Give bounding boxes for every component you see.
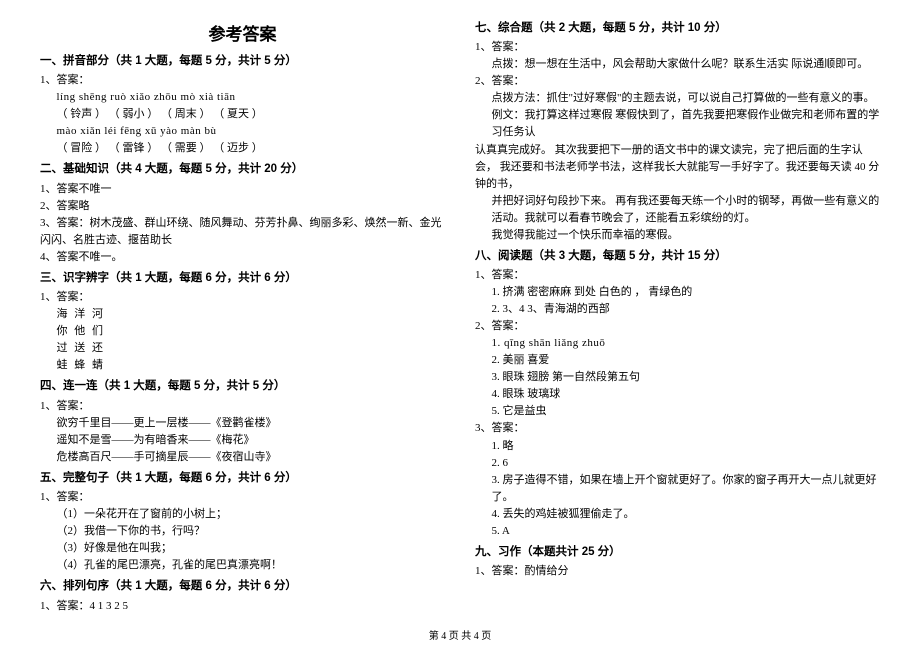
page-footer: 第 4 页 共 4 页 [0,627,920,642]
text-line: 3、答案：树木茂盛、群山环绕、随风舞动、芬芳扑鼻、绚丽多彩、焕然一新、金光闪闪、… [40,215,445,249]
section-head: 三、识字辨字（共 1 大题，每题 6 分，共计 6 分） [40,270,445,287]
section-head: 七、综合题（共 2 大题，每题 5 分，共计 10 分） [475,20,880,37]
section-head: 四、连一连（共 1 大题，每题 5 分，共计 5 分） [40,378,445,395]
section-head: 八、阅读题（共 3 大题，每题 5 分，共计 15 分） [475,248,880,265]
text-line: 1. qīng shān liǎng zhuō [475,335,880,352]
page-content: 参考答案 一、拼音部分（共 1 大题，每题 5 分，共计 5 分） 1、答案： … [0,0,920,650]
text-line: 2、答案略 [40,198,445,215]
section-5: 五、完整句子（共 1 大题，每题 6 分，共计 6 分） 1、答案： （1）一朵… [40,470,445,574]
text-line: 2. 美丽 喜爱 [475,352,880,369]
text-line: 1、答案不唯一 [40,181,445,198]
text-line: 点拨方法：抓住"过好寒假"的主题去说，可以说自己打算做的一些有意义的事。 [475,90,880,107]
text-line: 1. 略 [475,438,880,455]
section-head: 九、习作（本题共计 25 分） [475,544,880,561]
section-9: 九、习作（本题共计 25 分） 1、答案：酌情给分 [475,544,880,580]
text-line: 1. 挤满 密密麻麻 到处 白色的 ， 青绿色的 [475,284,880,301]
text-line: 3. 眼珠 翅膀 第一自然段第五句 [475,369,880,386]
text-line: 1、答案：酌情给分 [475,563,880,580]
section-1: 一、拼音部分（共 1 大题，每题 5 分，共计 5 分） 1、答案： líng … [40,53,445,157]
text-line: 我觉得我能过一个快乐而幸福的寒假。 [475,227,880,244]
text-line: 过 送 还 [40,340,445,357]
text-line: 1、答案： [40,72,445,89]
text-line: 危楼高百尺——手可摘星辰——《夜宿山寺》 [40,449,445,466]
text-line: 海 洋 河 [40,306,445,323]
text-line: （3）好像是他在叫我； [40,540,445,557]
text-line: 1、答案： [40,489,445,506]
section-head: 五、完整句子（共 1 大题，每题 6 分，共计 6 分） [40,470,445,487]
section-head: 一、拼音部分（共 1 大题，每题 5 分，共计 5 分） [40,53,445,70]
section-head: 二、基础知识（共 4 大题，每题 5 分，共计 20 分） [40,161,445,178]
text-line: 例文：我打算这样过寒假 寒假快到了，首先我要把寒假作业做完和老师布置的学习任务认 [475,107,880,141]
text-line: 3、答案： [475,420,880,437]
text-line: 认真真完成好。 其次我要把下一册的语文书中的课文读完，完了把后面的生字认会， 我… [475,142,880,193]
text-line: （ 冒险 ） （ 雷锋 ） （ 需要 ） （ 迈步 ） [40,140,445,157]
text-line: 2、答案： [475,73,880,90]
text-line: 5. A [475,523,880,540]
section-2: 二、基础知识（共 4 大题，每题 5 分，共计 20 分） 1、答案不唯一 2、… [40,161,445,265]
text-line: 点拨：想一想在生活中，风会帮助大家做什么呢？联系生活实 际说通顺即可。 [475,56,880,73]
text-line: （4）孔雀的尾巴漂亮，孔雀的尾巴真漂亮啊！ [40,557,445,574]
text-line: 4. 丢失的鸡娃被狐狸偷走了。 [475,506,880,523]
text-line: 1、答案： [40,398,445,415]
text-line: （ 铃声 ） （ 弱小 ） （ 周末 ） （ 夏天 ） [40,106,445,123]
text-line: 并把好词好句段抄下来。 再有我还要每天练一个小时的钢琴，再做一些有意义的活动。我… [475,193,880,227]
text-line: （1）一朵花开在了窗前的小树上； [40,506,445,523]
text-line: 3. 房子造得不错，如果在墙上开个窗就更好了。你家的窗子再开大一点儿就更好了。 [475,472,880,506]
text-line: 你 他 们 [40,323,445,340]
section-7: 七、综合题（共 2 大题，每题 5 分，共计 10 分） 1、答案： 点拨：想一… [475,20,880,244]
text-line: 遥知不是雪——为有暗香来——《梅花》 [40,432,445,449]
text-line: 1、答案：4 1 3 2 5 [40,598,445,615]
text-line: 欲穷千里目——更上一层楼——《登鹳雀楼》 [40,415,445,432]
section-4: 四、连一连（共 1 大题，每题 5 分，共计 5 分） 1、答案： 欲穷千里目—… [40,378,445,465]
section-head: 六、排列句序（共 1 大题，每题 6 分，共计 6 分） [40,578,445,595]
text-line: 4. 眼珠 玻璃球 [475,386,880,403]
text-line: 1、答案： [40,289,445,306]
text-line: （2）我借一下你的书，行吗？ [40,523,445,540]
text-line: 5. 它是益虫 [475,403,880,420]
text-line: 2、答案： [475,318,880,335]
text-line: 2. 3、4 3、青海湖的西部 [475,301,880,318]
main-title: 参考答案 [40,20,445,45]
text-line: 4、答案不唯一。 [40,249,445,266]
section-8: 八、阅读题（共 3 大题，每题 5 分，共计 15 分） 1、答案： 1. 挤满… [475,248,880,540]
text-line: mào xiǎn léi fēng xū yào màn bù [40,123,445,140]
text-line: 1、答案： [475,39,880,56]
text-line: 2. 6 [475,455,880,472]
text-line: líng shēng ruò xiǎo zhōu mò xià tiān [40,89,445,106]
section-6: 六、排列句序（共 1 大题，每题 6 分，共计 6 分） 1、答案：4 1 3 … [40,578,445,614]
text-line: 1、答案： [475,267,880,284]
section-3: 三、识字辨字（共 1 大题，每题 6 分，共计 6 分） 1、答案： 海 洋 河… [40,270,445,374]
text-line: 蛙 蜂 蜻 [40,357,445,374]
